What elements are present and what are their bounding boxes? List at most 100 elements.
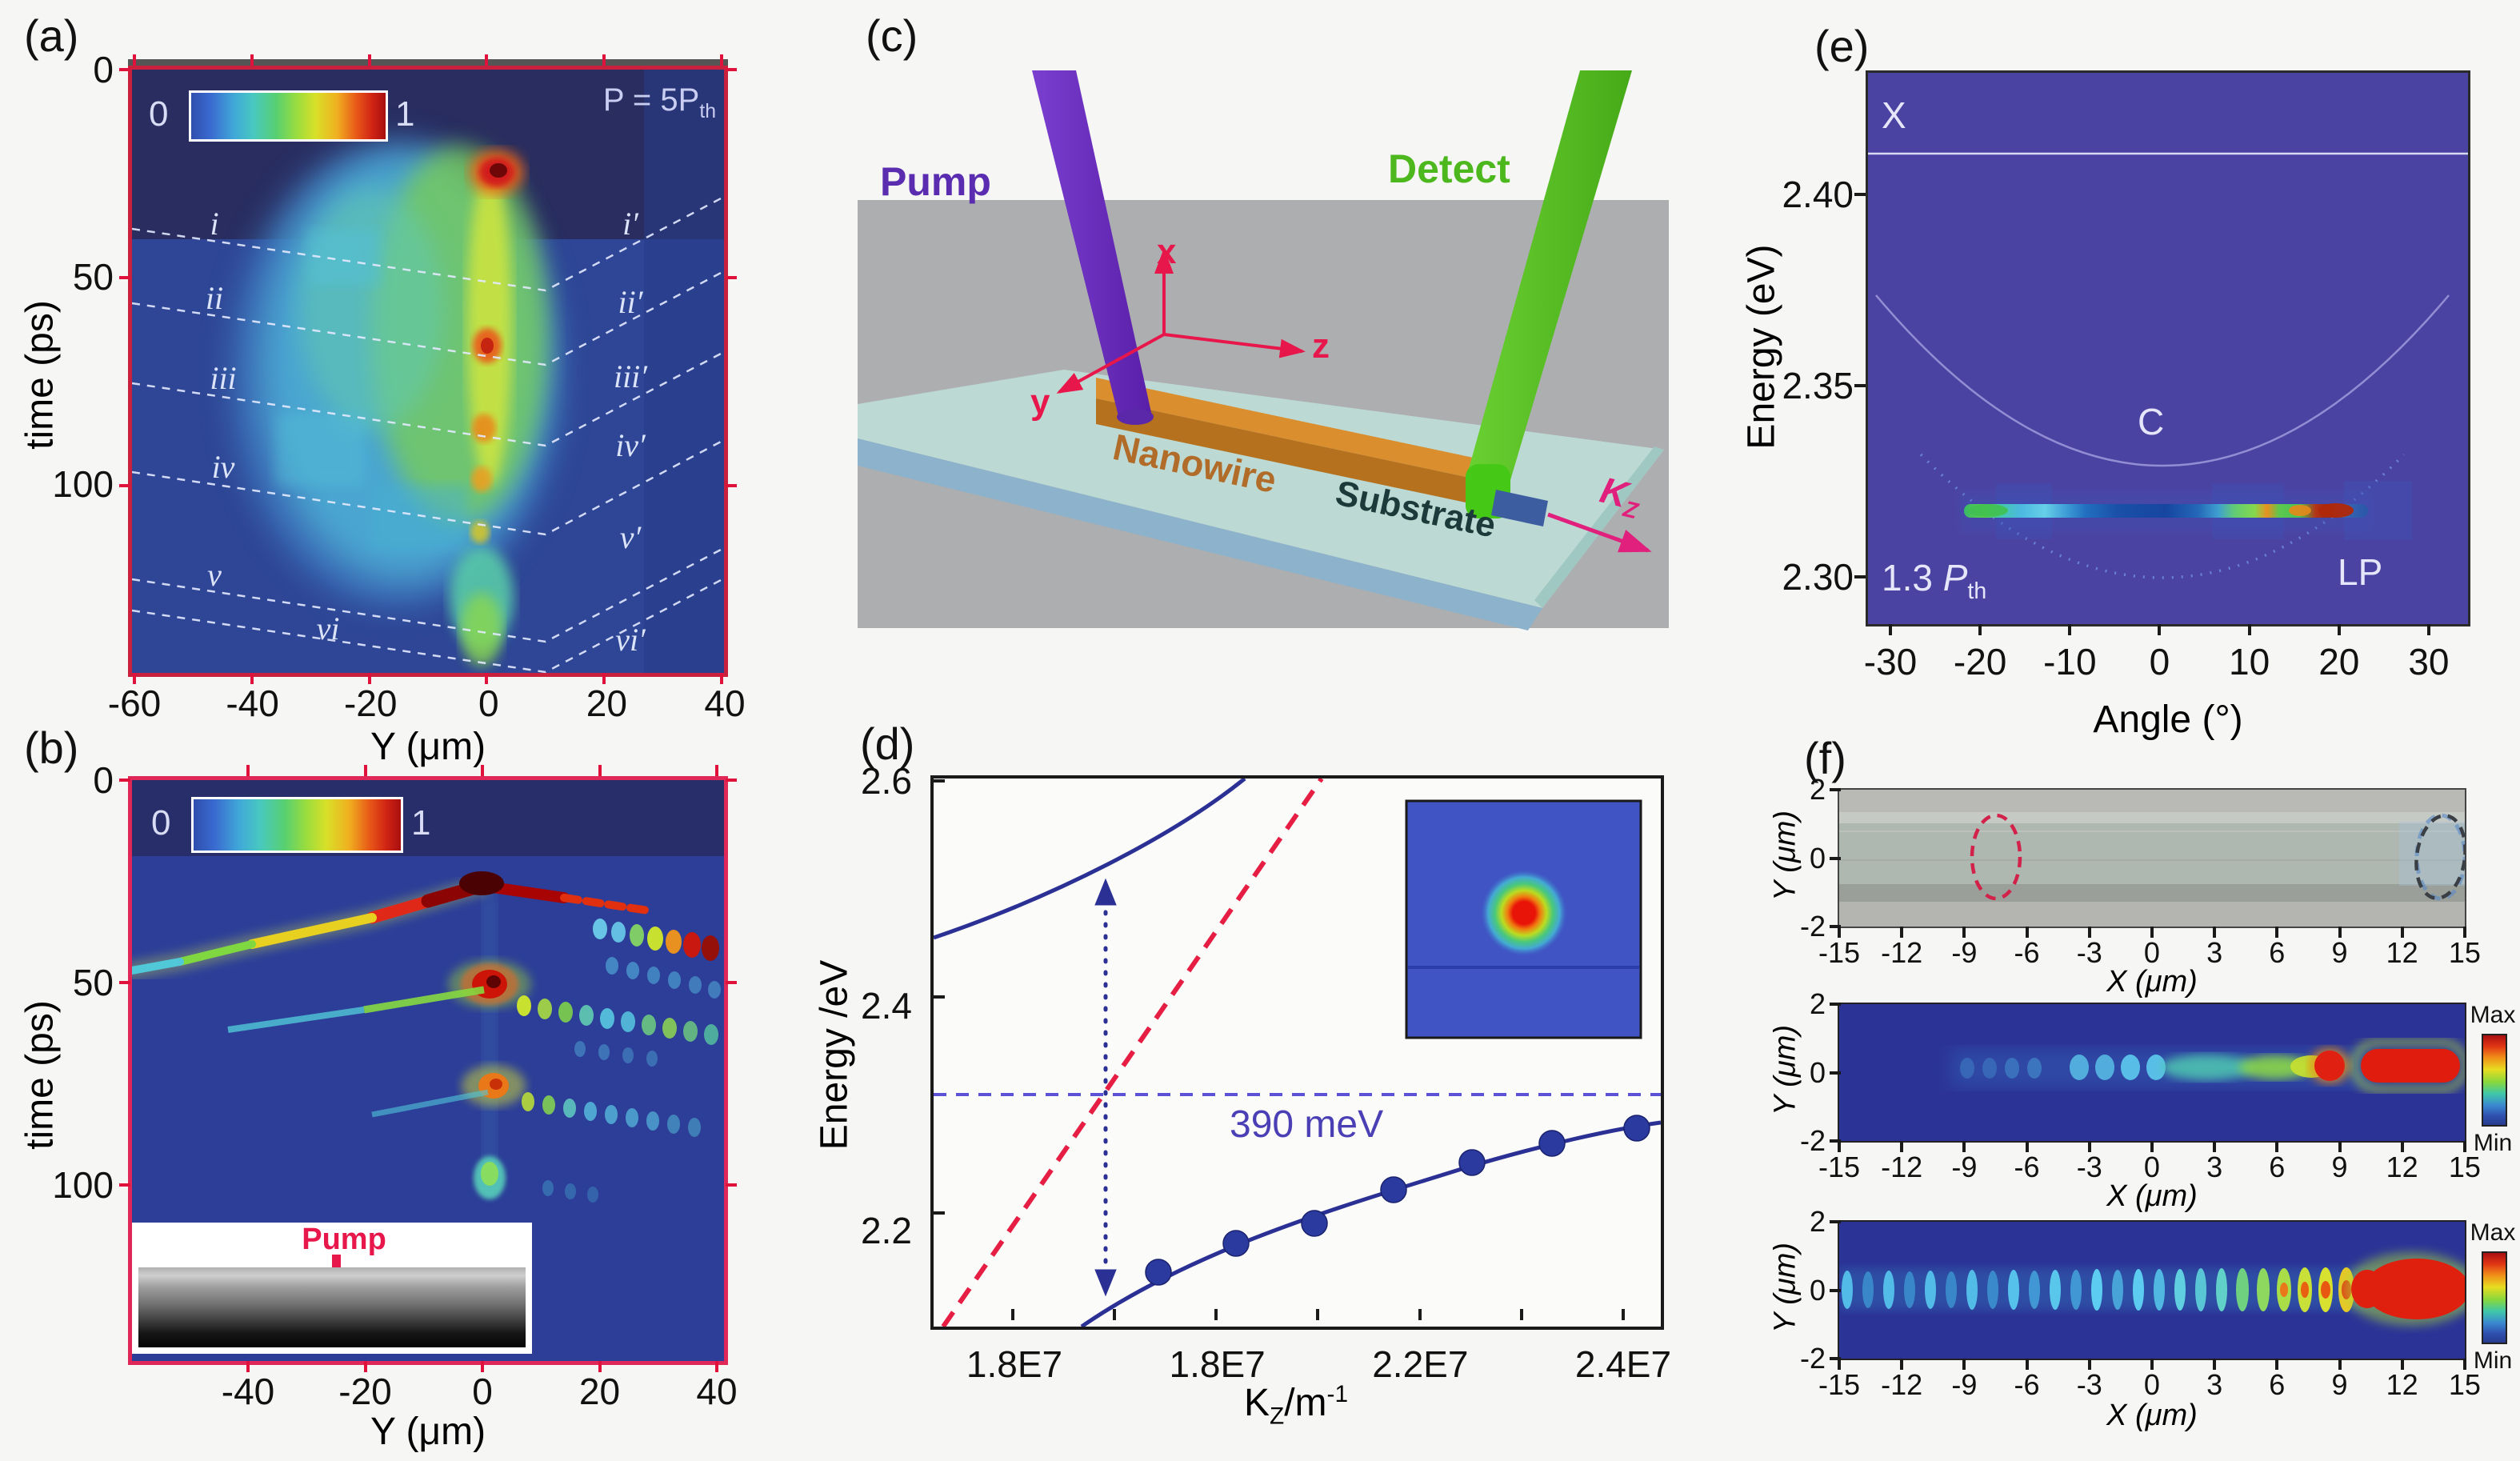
colorbar-b-min: 0 [151, 803, 171, 843]
saturated-red-bar [2361, 1049, 2460, 1083]
tick-mark [119, 68, 130, 71]
tick-mark [1900, 1359, 1904, 1370]
fringes-row2 [517, 995, 718, 1067]
tick-label: 6 [2269, 1151, 2286, 1183]
panel-f-letter: (f) [1804, 733, 1846, 783]
tick-mark [363, 1361, 367, 1372]
tick-label: 20 [578, 1371, 621, 1412]
tick-mark [602, 673, 606, 684]
panel-d-xticks [1011, 1309, 1625, 1320]
panel-e-yticks [1854, 193, 1866, 578]
panel-d-dispersion-plot [934, 779, 1661, 1327]
tick-label: 2.2 [861, 1210, 912, 1251]
tick-label: -60 [107, 682, 162, 724]
tick-mark [2025, 927, 2029, 938]
tick-label: -6 [2014, 936, 2040, 969]
tick-mark [726, 779, 737, 782]
pump-beam [1032, 70, 1154, 425]
chevron-wave [132, 876, 652, 980]
tick-mark [934, 995, 945, 999]
tick-mark [1838, 927, 1841, 938]
weak-blobs [1960, 1055, 2166, 1080]
mode-profile-inset [1405, 799, 1642, 1039]
tick-mark [485, 673, 489, 684]
panel-f1-xlabel: X (μm) [2106, 965, 2198, 999]
tick-mark [1962, 1359, 1966, 1370]
panel-f3-yticks [1830, 1220, 1841, 1360]
tick-mark [1316, 1309, 1320, 1320]
tick-mark [715, 765, 718, 776]
panel-b-letter: (b) [24, 722, 79, 773]
lower-polariton-curve [1080, 1120, 1661, 1327]
photon-line-red-dashed [941, 779, 1324, 1327]
tick-label: 15 [2448, 1151, 2481, 1183]
wave-label-iii: iii [210, 360, 237, 396]
wave-label-ii-prime: ii′ [618, 284, 643, 320]
panel-b-xlabel: Y (μm) [370, 1411, 486, 1453]
tick-label: 9 [2331, 936, 2348, 969]
tick-mark [1900, 1141, 1904, 1152]
tick-label: 0 [1809, 841, 1826, 875]
tick-mark [2337, 624, 2341, 635]
tick-label: 1.8E7 [1169, 1343, 1266, 1385]
colorbar-f2 [2482, 1034, 2507, 1127]
panel-d-xtick-labels: 1.8E7 1.8E7 2.2E7 2.4E7 [958, 1343, 1679, 1386]
tick-label: 50 [72, 962, 114, 1003]
tick-label: 10 [2229, 641, 2270, 682]
tick-mark [2087, 1359, 2091, 1370]
tick-label: -2 [1799, 1124, 1826, 1157]
tick-label: 20 [586, 682, 627, 724]
tick-mark [250, 673, 254, 684]
tick-label: 15 [2448, 1368, 2481, 1401]
tick-mark [2462, 1141, 2466, 1152]
tick-mark [485, 54, 489, 66]
wave-label-i: i [210, 206, 219, 242]
tick-label: 0 [93, 49, 114, 90]
tick-mark [719, 673, 723, 684]
panel-e-xtick-labels: -30 -20 -10 0 10 20 30 [1854, 640, 2465, 683]
panel-d-ytick-labels: 2.6 2.4 2.2 [824, 763, 912, 1251]
panel-f3-ytick-labels: 2 0 -2 [1774, 1207, 1826, 1373]
tick-mark [1900, 927, 1904, 938]
colorbar-f3-min: Min [2473, 1347, 2513, 1374]
tick-mark [2462, 927, 2466, 938]
tick-label: 1.8E7 [966, 1343, 1063, 1385]
tick-label: -10 [2043, 641, 2097, 682]
cavity-parabola [1875, 294, 2450, 467]
tick-label: -6 [2014, 1368, 2040, 1401]
panel-b-xticks-top [246, 765, 718, 776]
panel-f-fringe-strip [1839, 1222, 2465, 1359]
tick-label: 0 [2143, 936, 2160, 969]
panel-a-letter: (a) [24, 10, 79, 61]
tick-label: -20 [338, 1371, 392, 1412]
tick-label: 3 [2206, 1151, 2223, 1183]
data-points [1145, 1115, 1650, 1286]
tick-label: 2.4 [861, 985, 912, 1027]
panel-b-xtick-labels: -40 -20 0 20 40 [212, 1370, 753, 1413]
panel-c-letter: (c) [866, 10, 918, 61]
panel-f2-xtick-labels: -15 -12 -9 -6 -3 0 3 6 9 12 15 [1808, 1151, 2496, 1184]
tick-mark [1854, 193, 1866, 196]
tick-label: 2.40 [1782, 174, 1854, 215]
colorbar-a-min: 0 [149, 94, 169, 134]
nanowire [1096, 378, 1492, 508]
tick-mark [2275, 927, 2279, 938]
panel-a-xticks-bottom [133, 673, 723, 684]
tick-label: 50 [72, 256, 114, 298]
substrate [858, 370, 1664, 630]
tick-mark [363, 765, 367, 776]
pump-label: Pump [880, 159, 991, 204]
colorbar-f3 [2482, 1251, 2507, 1344]
panel-b-inset: Pump [132, 1223, 532, 1354]
colorbar-b-max: 1 [411, 803, 431, 843]
tick-label: 2 [1809, 987, 1826, 1020]
power-label-e: 1.3 Pth [1882, 557, 1987, 605]
tick-label: 12 [2386, 1151, 2418, 1183]
wave-label-iv: iv [211, 449, 235, 485]
tick-mark [1962, 927, 1966, 938]
pulse-apex [459, 871, 504, 895]
tick-mark [2400, 1141, 2404, 1152]
tick-mark [726, 68, 737, 71]
tick-mark [934, 779, 945, 783]
